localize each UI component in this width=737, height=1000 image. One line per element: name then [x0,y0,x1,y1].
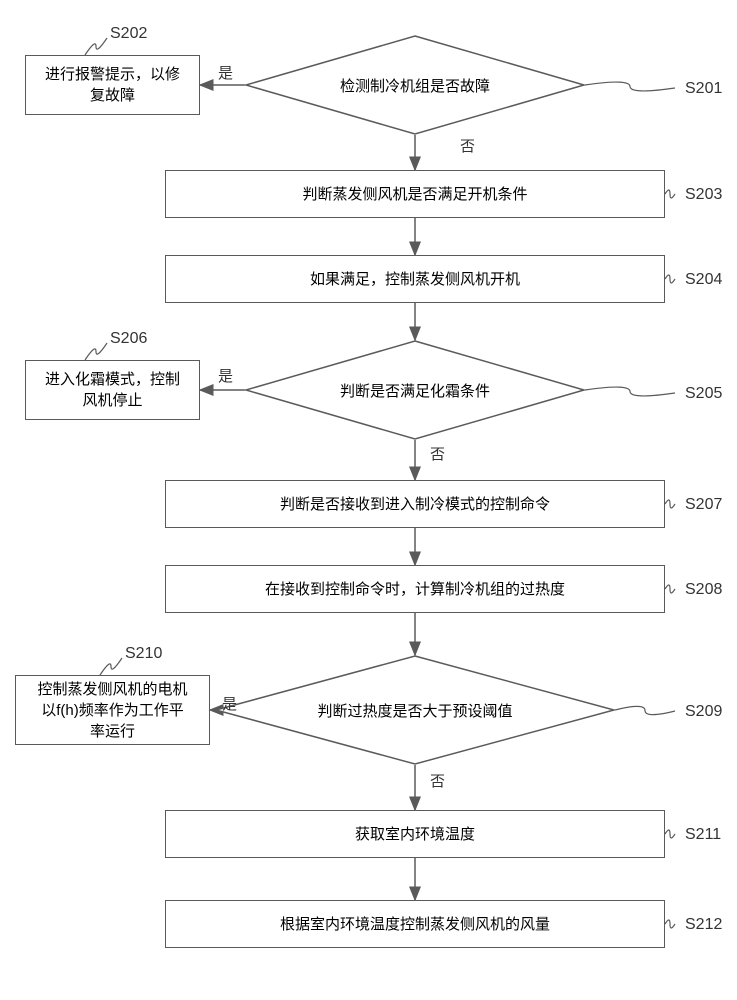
process-s204: 如果满足，控制蒸发侧风机开机 [165,255,665,303]
step-label-s210: S210 [125,645,162,663]
edge-label-s205-yes: 是 [218,365,233,386]
process-s212-text: 根据室内环境温度控制蒸发侧风机的风量 [280,914,550,935]
process-s208-text: 在接收到控制命令时，计算制冷机组的过热度 [265,579,565,600]
step-label-s209: S209 [685,703,722,721]
step-label-s202: S202 [110,25,147,43]
process-s210: 控制蒸发侧风机的电机 以f(h)频率作为工作平 率运行 [15,675,210,745]
process-s211: 获取室内环境温度 [165,810,665,858]
decision-s205: 判断是否满足化霜条件 [245,340,585,440]
process-s207-text: 判断是否接收到进入制冷模式的控制命令 [280,494,550,515]
step-label-s211: S211 [685,826,721,844]
process-s203: 判断蒸发侧风机是否满足开机条件 [165,170,665,218]
process-s206-text: 进入化霜模式，控制 风机停止 [45,369,180,411]
step-label-s205: S205 [685,385,722,403]
step-label-s212: S212 [685,916,722,934]
step-label-s204: S204 [685,271,722,289]
process-s207: 判断是否接收到进入制冷模式的控制命令 [165,480,665,528]
step-label-s207: S207 [685,496,722,514]
decision-s201: 检测制冷机组是否故障 [245,35,585,135]
process-s208: 在接收到控制命令时，计算制冷机组的过热度 [165,565,665,613]
process-s202: 进行报警提示，以修 复故障 [25,55,200,115]
process-s202-text: 进行报警提示，以修 复故障 [45,64,180,106]
edge-label-s209-no: 否 [430,770,445,791]
process-s212: 根据室内环境温度控制蒸发侧风机的风量 [165,900,665,948]
step-label-s201: S201 [685,80,722,98]
process-s206: 进入化霜模式，控制 风机停止 [25,360,200,420]
process-s211-text: 获取室内环境温度 [355,824,475,845]
edge-label-s205-no: 否 [430,443,445,464]
decision-s205-text: 判断是否满足化霜条件 [340,380,490,401]
step-label-s206: S206 [110,330,147,348]
edge-label-s209-yes: 是 [222,693,237,714]
edge-label-s201-yes: 是 [218,62,233,83]
edge-label-s201-no: 否 [460,135,475,156]
step-label-s208: S208 [685,581,722,599]
process-s203-text: 判断蒸发侧风机是否满足开机条件 [302,184,527,205]
flowchart-canvas: 检测制冷机组是否故障 进行报警提示，以修 复故障 判断蒸发侧风机是否满足开机条件… [0,0,737,1000]
process-s204-text: 如果满足，控制蒸发侧风机开机 [310,269,520,290]
decision-s209-text: 判断过热度是否大于预设阈值 [317,700,512,721]
decision-s209: 判断过热度是否大于预设阈值 [215,655,615,765]
process-s210-text: 控制蒸发侧风机的电机 以f(h)频率作为工作平 率运行 [37,679,187,742]
step-label-s203: S203 [685,186,722,204]
decision-s201-text: 检测制冷机组是否故障 [340,75,490,96]
